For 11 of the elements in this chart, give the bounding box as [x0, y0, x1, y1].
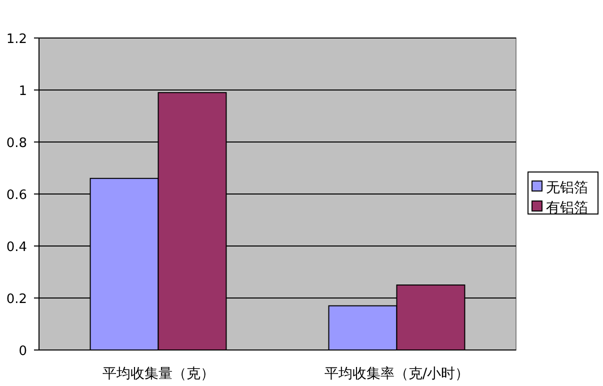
y-tick-label: 0.4 — [6, 240, 27, 255]
x-tick-label: 平均收集率（克/小时） — [324, 366, 470, 382]
y-tick-label: 1.2 — [6, 32, 27, 47]
y-tick-label: 0 — [18, 344, 27, 359]
y-tick-label: 0.2 — [6, 292, 27, 307]
y-tick-label: 0.6 — [6, 188, 27, 203]
x-tick-label: 平均收集量（克） — [102, 366, 214, 382]
y-tick-label: 1 — [18, 84, 27, 99]
legend-label: 无铝箔 — [546, 180, 588, 196]
legend-label: 有铝箔 — [546, 200, 588, 216]
y-tick-label: 0.8 — [6, 136, 27, 151]
